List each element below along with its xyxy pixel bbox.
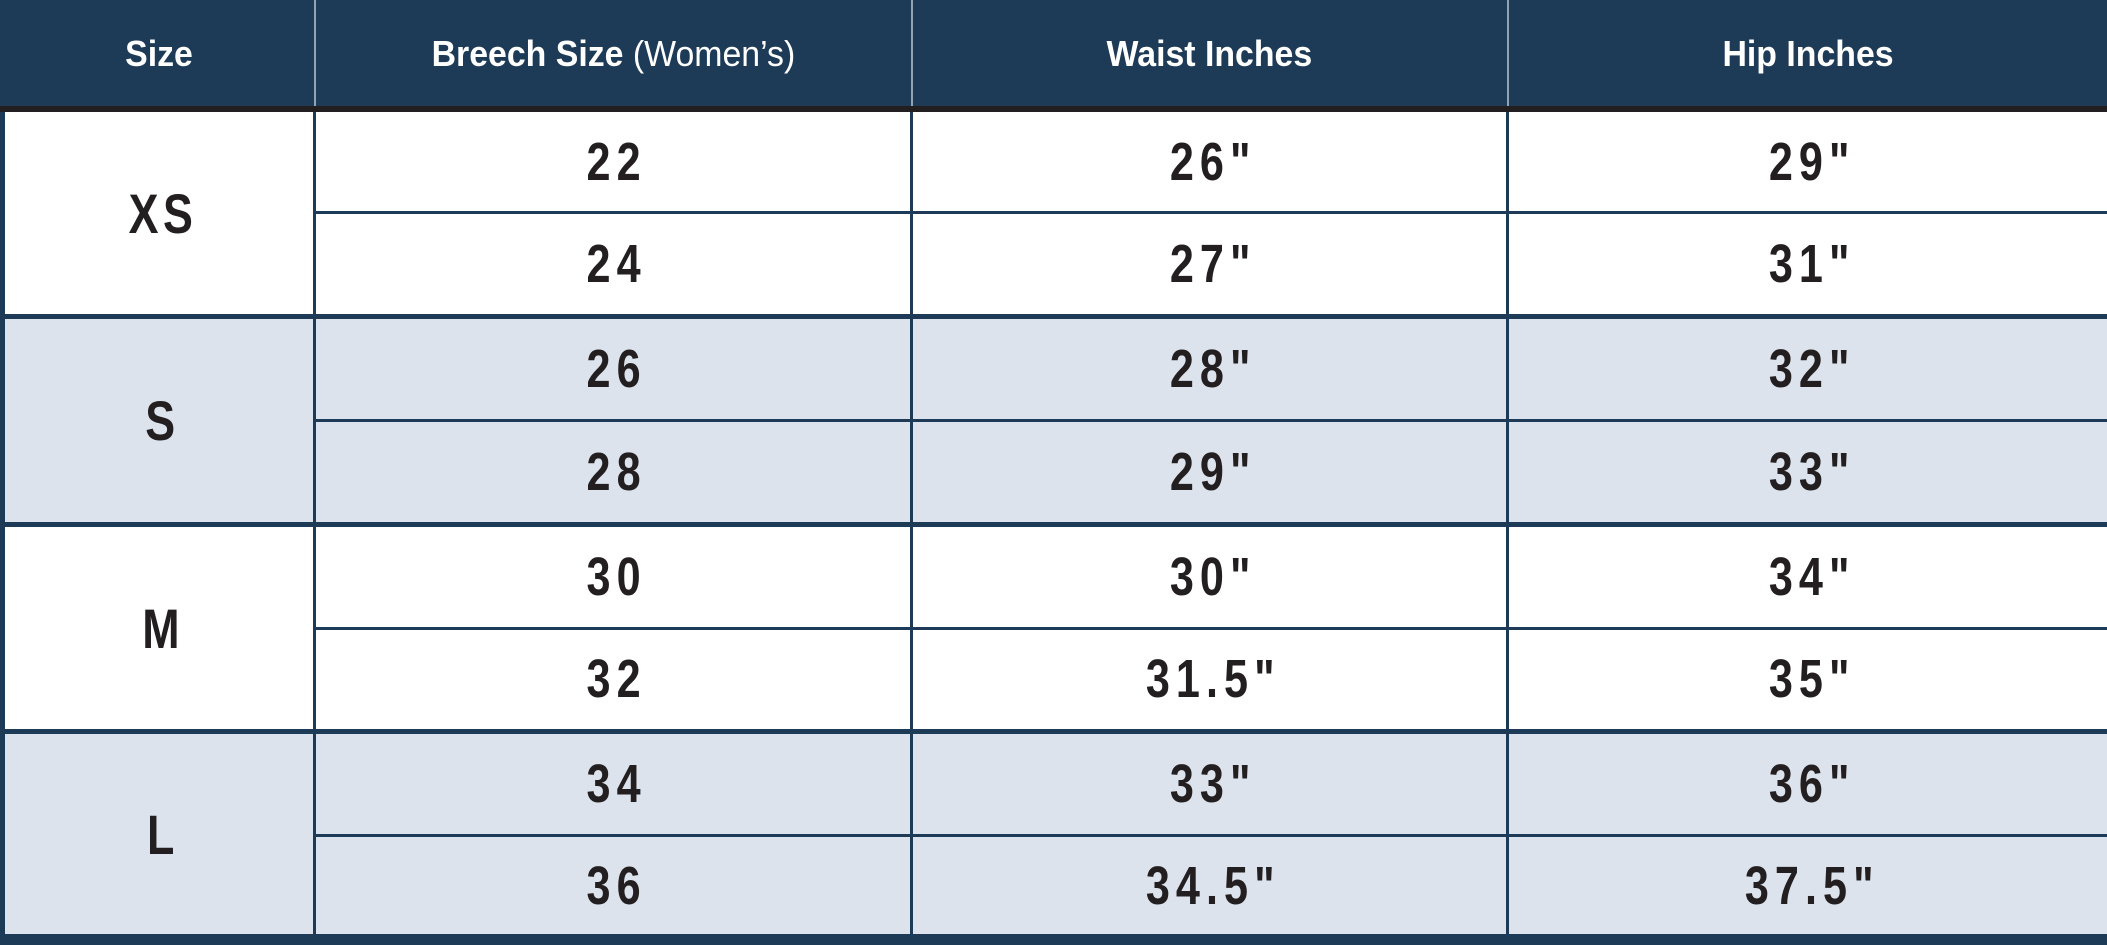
waist-cell: 29" — [910, 418, 1508, 525]
header-size: Size — [2, 1, 315, 112]
waist-cell: 34.5" — [910, 834, 1508, 940]
breech-cell: 22 — [313, 109, 912, 213]
hip-cell: 37.5" — [1506, 834, 2107, 940]
waist-cell: 33" — [910, 729, 1508, 836]
waist-cell: 27" — [910, 211, 1508, 317]
header-hip-inches: Hip Inches — [1506, 1, 2107, 112]
hip-cell: 32" — [1506, 314, 2107, 421]
header-size-label: Size — [125, 33, 194, 74]
size-cell-m: M — [2, 521, 315, 732]
breech-cell: 24 — [313, 211, 912, 317]
breech-cell: 30 — [313, 521, 912, 629]
table-row: L 34 33" 36" — [2, 729, 2107, 940]
hip-cell: 29" — [1506, 109, 2107, 213]
header-breech-label: Breech Size — [431, 33, 624, 74]
hip-cell: 35" — [1506, 626, 2107, 732]
waist-cell: 26" — [910, 109, 1508, 213]
breech-cell: 26 — [313, 314, 912, 421]
waist-cell: 30" — [910, 521, 1508, 629]
breech-cell: 36 — [313, 834, 912, 940]
table-row: 32 31.5" 35" — [3, 626, 2107, 732]
table-row: 28 29" 33" — [3, 418, 2107, 525]
header-waist-inches: Waist Inches — [910, 1, 1508, 112]
breech-cell: 34 — [313, 729, 912, 836]
table-row: 24 27" 31" — [3, 211, 2107, 317]
table-row: S 26 28" 32" — [2, 314, 2107, 525]
breech-cell: 28 — [313, 418, 912, 525]
header-waist-label: Waist Inches — [1106, 33, 1313, 74]
table-row: XS 22 26" 29" — [2, 109, 2107, 317]
size-cell-xs: XS — [2, 109, 315, 317]
header-hip-label: Hip Inches — [1722, 33, 1894, 74]
hip-cell: 33" — [1506, 418, 2107, 525]
header-row: Size Breech Size (Women’s) Waist Inches … — [2, 1, 2107, 112]
table-row: 36 34.5" 37.5" — [3, 834, 2107, 940]
size-cell-l: L — [2, 729, 315, 940]
table-row: M 30 30" 34" — [2, 521, 2107, 732]
waist-cell: 28" — [910, 314, 1508, 421]
header-breech-sublabel: (Women’s) — [632, 33, 795, 74]
breech-cell: 32 — [313, 626, 912, 732]
hip-cell: 36" — [1506, 729, 2107, 836]
size-cell-s: S — [2, 314, 315, 525]
waist-cell: 31.5" — [910, 626, 1508, 732]
header-breech-size: Breech Size (Women’s) — [313, 1, 912, 112]
hip-cell: 31" — [1506, 211, 2107, 317]
hip-cell: 34" — [1506, 521, 2107, 629]
